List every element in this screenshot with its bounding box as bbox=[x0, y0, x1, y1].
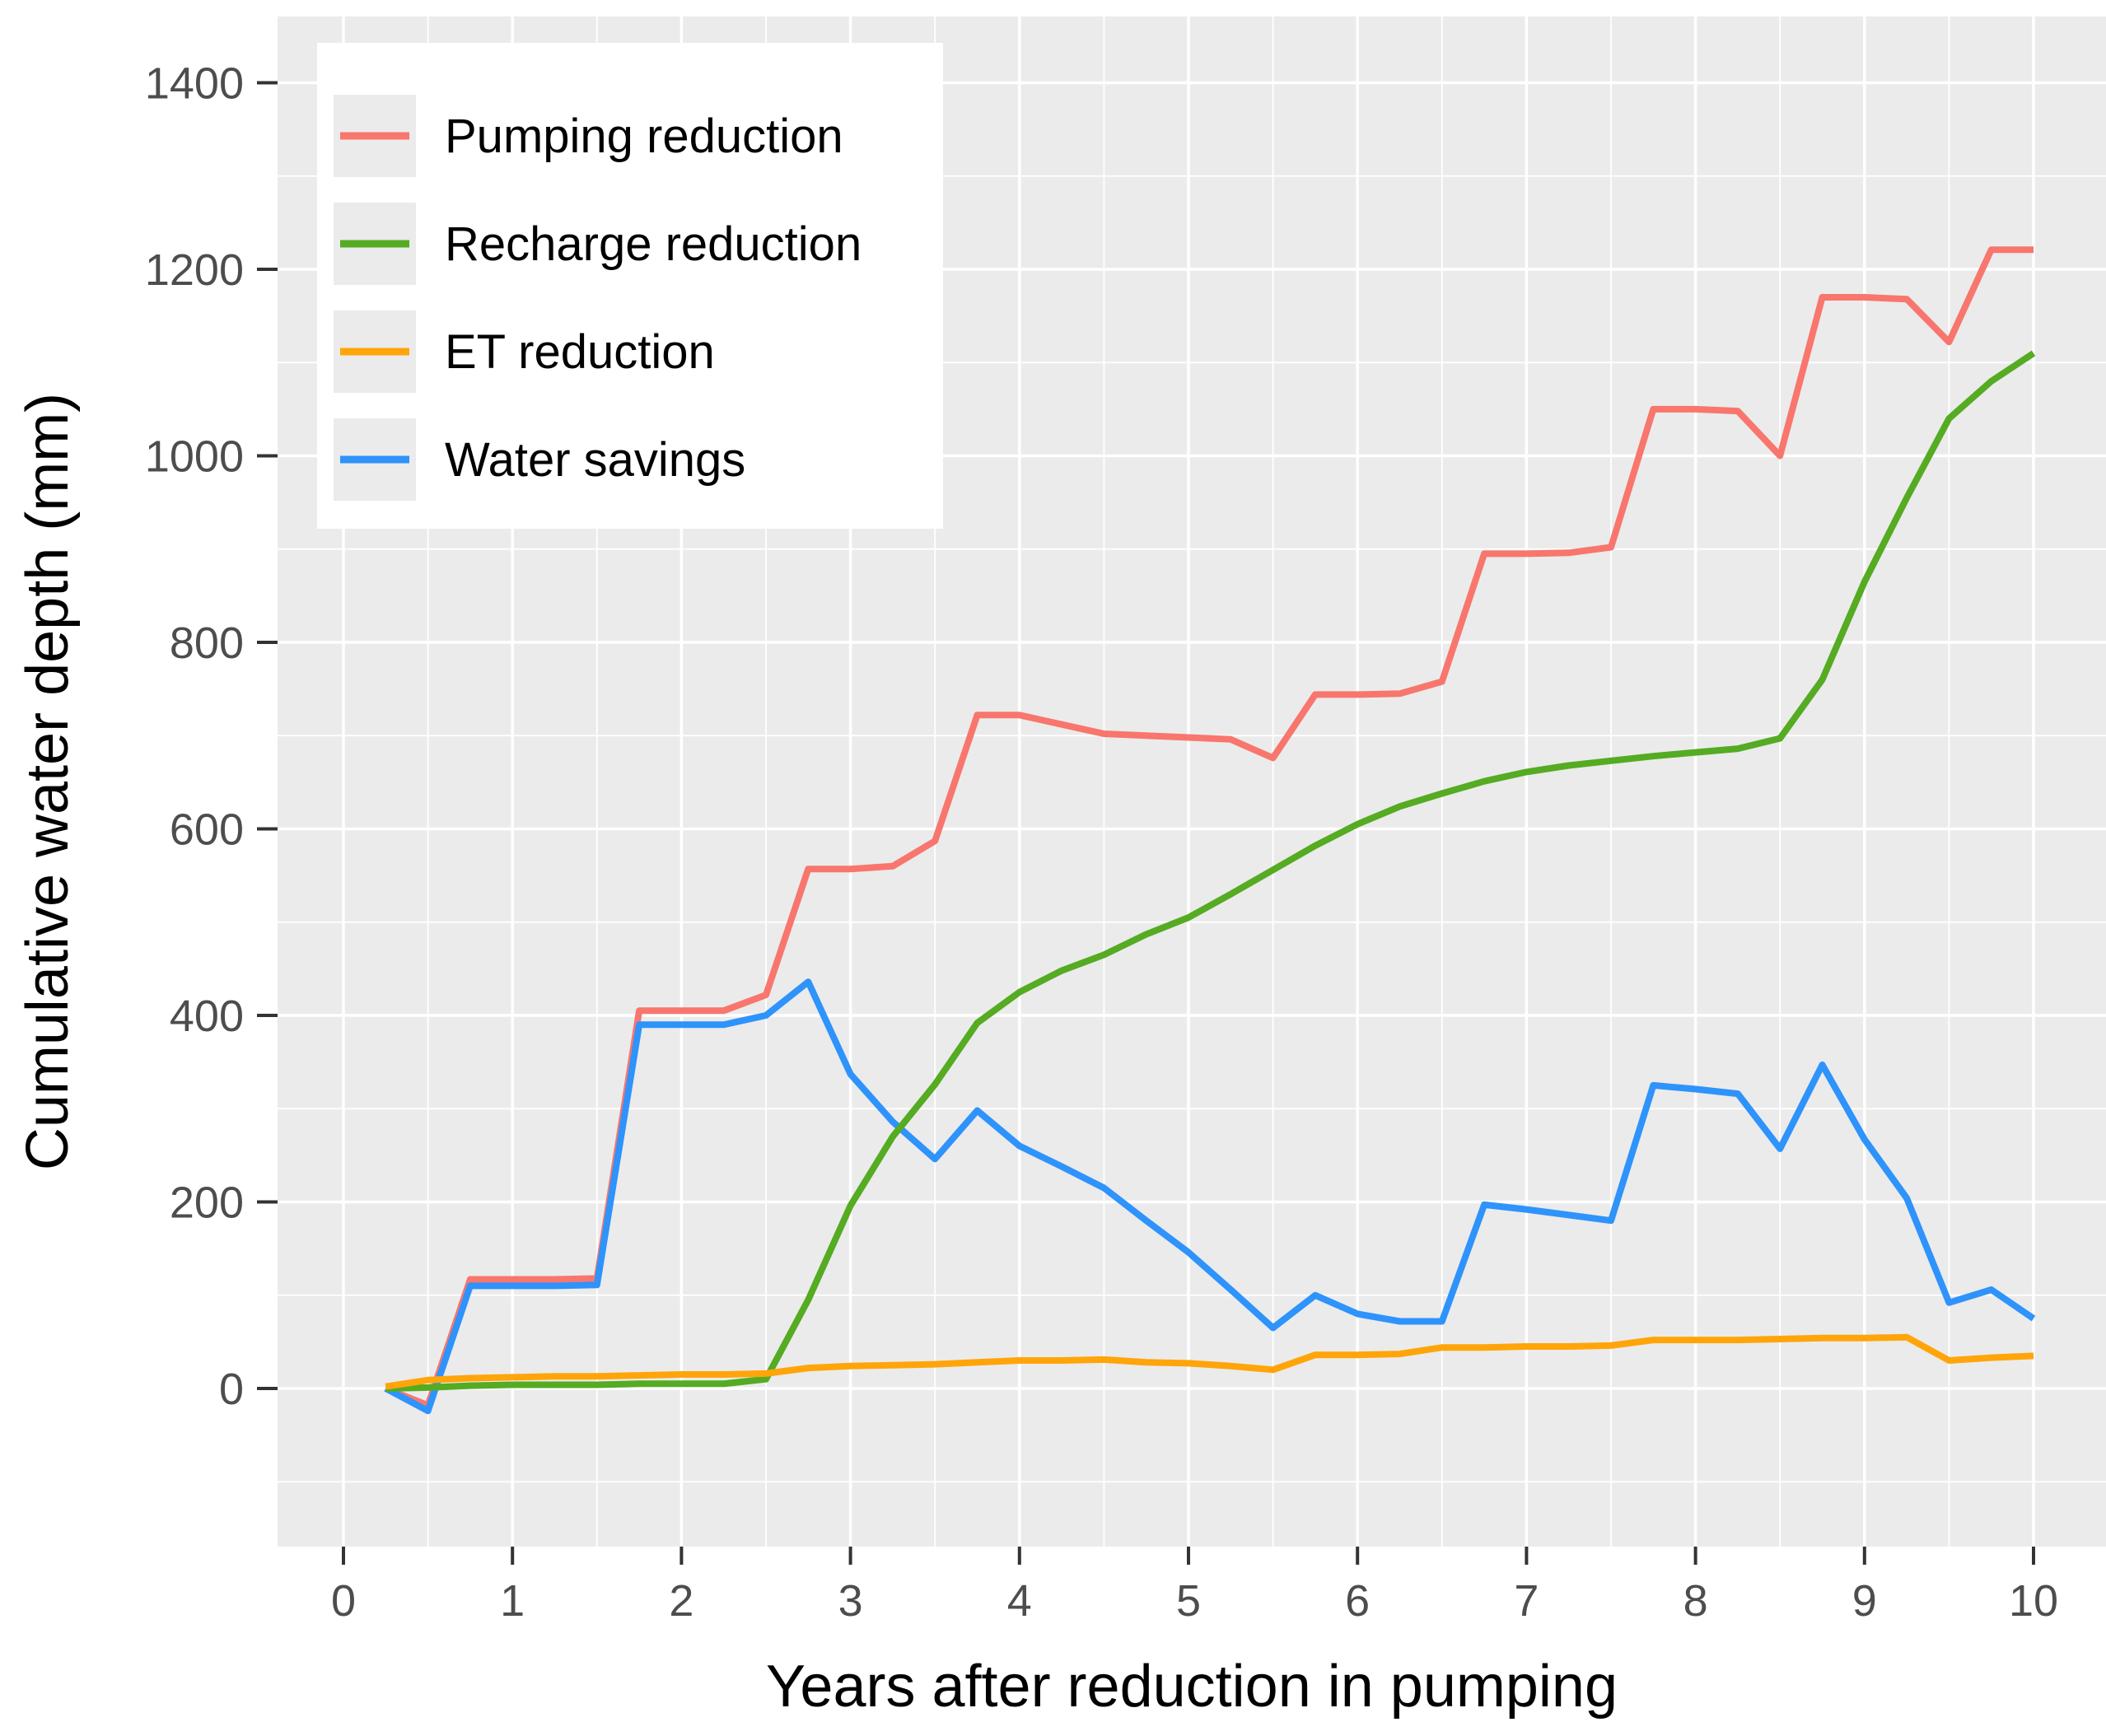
x-tick-label: 1 bbox=[500, 1576, 525, 1626]
x-tick-label: 0 bbox=[331, 1576, 356, 1626]
x-tick-label: 10 bbox=[2009, 1576, 2058, 1626]
y-tick-label: 1200 bbox=[145, 245, 244, 295]
legend-item-label: Water savings bbox=[445, 433, 745, 487]
x-tick-label: 6 bbox=[1345, 1576, 1370, 1626]
y-tick-label: 600 bbox=[170, 805, 244, 855]
x-tick-label: 4 bbox=[1007, 1576, 1032, 1626]
legend-item-recharge-reduction: Recharge reduction bbox=[334, 203, 862, 285]
series-lines bbox=[384, 246, 2036, 1415]
x-tick-label: 2 bbox=[669, 1576, 693, 1626]
x-tick-label: 9 bbox=[1852, 1576, 1877, 1626]
series-line-recharge-reduction bbox=[385, 350, 2036, 1392]
x-axis-title: Years after reduction in pumping bbox=[766, 1654, 1618, 1720]
y-axis-title: Cumulative water depth (mm) bbox=[15, 393, 81, 1170]
y-tick-label: 0 bbox=[219, 1365, 244, 1414]
series-line-water-savings bbox=[384, 978, 2036, 1415]
series-line-et-reduction bbox=[385, 1333, 2034, 1390]
y-tick-label: 400 bbox=[170, 992, 244, 1041]
legend-item-pumping-reduction: Pumping reduction bbox=[334, 95, 843, 177]
legend-item-label: Recharge reduction bbox=[445, 217, 862, 271]
gridlines-major bbox=[278, 16, 2106, 1547]
y-tick-label: 200 bbox=[170, 1178, 244, 1228]
x-tick-label: 5 bbox=[1176, 1576, 1201, 1626]
legend-item-label: ET reduction bbox=[445, 325, 715, 379]
y-axis-ticks: 0 200 400 600 800 1000 1200 1400 bbox=[145, 59, 278, 1414]
y-tick-label: 1000 bbox=[145, 432, 244, 482]
legend: Pumping reduction Recharge reduction ET re… bbox=[317, 43, 943, 529]
legend-background bbox=[317, 43, 943, 529]
legend-item-et-reduction: ET reduction bbox=[334, 310, 715, 393]
y-tick-label: 1400 bbox=[145, 59, 244, 109]
x-tick-label: 3 bbox=[838, 1576, 863, 1626]
legend-item-water-savings: Water savings bbox=[334, 418, 745, 501]
y-tick-label: 800 bbox=[170, 618, 244, 668]
x-tick-label: 8 bbox=[1683, 1576, 1708, 1626]
x-axis-ticks: 0 1 2 3 4 5 6 7 8 9 10 bbox=[331, 1547, 2058, 1626]
series-line-pumping-reduction bbox=[384, 246, 2034, 1409]
x-tick-label: 7 bbox=[1514, 1576, 1539, 1626]
legend-item-label: Pumping reduction bbox=[445, 110, 843, 163]
